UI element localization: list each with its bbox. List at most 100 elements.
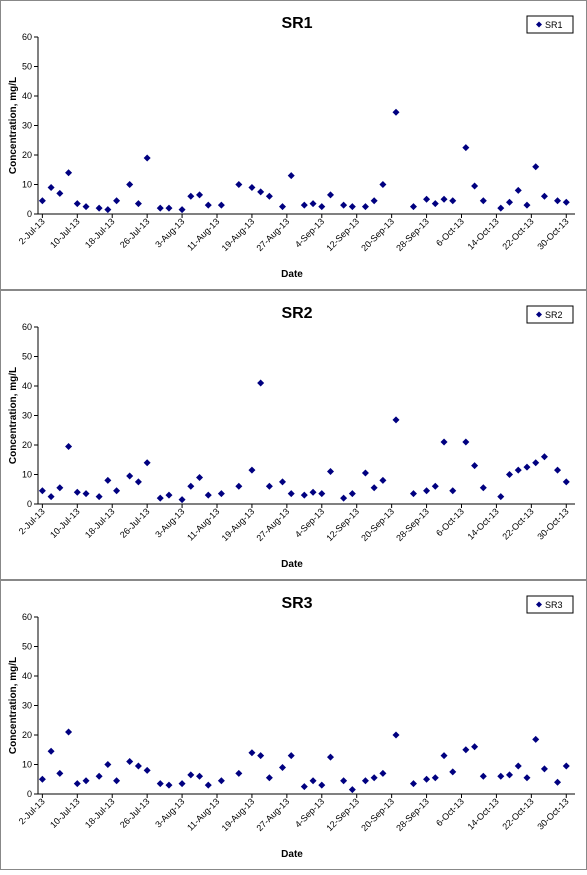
point bbox=[47, 493, 55, 501]
point bbox=[82, 777, 90, 785]
point bbox=[431, 482, 439, 490]
point bbox=[178, 206, 186, 214]
y-tick-label: 50 bbox=[22, 62, 32, 72]
point bbox=[514, 762, 522, 770]
point bbox=[278, 763, 286, 771]
point bbox=[265, 482, 273, 490]
point bbox=[257, 752, 265, 760]
point bbox=[287, 752, 295, 760]
point bbox=[204, 201, 212, 209]
point bbox=[47, 183, 55, 191]
legend-label: SR2 bbox=[545, 310, 563, 320]
y-axis-label: Concentration, mg/L bbox=[8, 657, 19, 754]
point bbox=[514, 466, 522, 474]
point bbox=[156, 494, 164, 502]
point bbox=[392, 731, 400, 739]
legend-label: SR3 bbox=[545, 600, 563, 610]
point bbox=[278, 203, 286, 211]
point bbox=[471, 182, 479, 190]
point bbox=[300, 201, 308, 209]
y-tick-label: 30 bbox=[22, 411, 32, 421]
point bbox=[104, 476, 112, 484]
point bbox=[348, 203, 356, 211]
point bbox=[318, 781, 326, 789]
y-tick-label: 60 bbox=[22, 32, 32, 42]
point bbox=[562, 478, 570, 486]
y-tick-label: 40 bbox=[22, 381, 32, 391]
point bbox=[143, 766, 151, 774]
point bbox=[379, 476, 387, 484]
point bbox=[235, 769, 243, 777]
point bbox=[187, 192, 195, 200]
point bbox=[248, 466, 256, 474]
point bbox=[257, 379, 265, 387]
point bbox=[361, 777, 369, 785]
point bbox=[497, 772, 505, 780]
point bbox=[235, 181, 243, 188]
point bbox=[554, 778, 562, 786]
point bbox=[440, 438, 448, 446]
point bbox=[104, 206, 112, 214]
point bbox=[370, 484, 378, 492]
point bbox=[562, 762, 570, 770]
point bbox=[497, 204, 505, 212]
point bbox=[217, 777, 225, 785]
point bbox=[257, 188, 265, 196]
y-tick-label: 30 bbox=[22, 701, 32, 711]
point bbox=[392, 108, 400, 116]
y-tick-label: 10 bbox=[22, 470, 32, 480]
point bbox=[340, 201, 348, 209]
point bbox=[361, 203, 369, 211]
point bbox=[126, 181, 134, 188]
point bbox=[38, 487, 46, 495]
panel-border bbox=[0, 0, 587, 290]
point bbox=[423, 487, 431, 495]
point bbox=[204, 781, 212, 789]
point bbox=[204, 491, 212, 499]
y-tick-label: 10 bbox=[22, 180, 32, 190]
point bbox=[471, 462, 479, 470]
point bbox=[178, 780, 186, 788]
point bbox=[370, 774, 378, 782]
point bbox=[532, 735, 540, 743]
point bbox=[327, 468, 335, 476]
legend-box bbox=[526, 305, 574, 324]
point bbox=[165, 781, 173, 789]
legend-marker bbox=[536, 21, 542, 28]
y-tick-label: 20 bbox=[22, 440, 32, 450]
point bbox=[554, 197, 562, 205]
point bbox=[217, 201, 225, 209]
point bbox=[309, 488, 317, 496]
point bbox=[340, 494, 348, 502]
point bbox=[235, 482, 243, 490]
point bbox=[56, 484, 64, 492]
point bbox=[479, 484, 487, 492]
point bbox=[471, 743, 479, 751]
point bbox=[126, 758, 134, 766]
point bbox=[73, 488, 81, 496]
point bbox=[327, 753, 335, 761]
point bbox=[65, 169, 73, 177]
point bbox=[340, 777, 348, 785]
point bbox=[104, 761, 112, 768]
point bbox=[73, 780, 81, 788]
point bbox=[523, 774, 531, 782]
point bbox=[440, 195, 448, 203]
point bbox=[431, 200, 439, 208]
point bbox=[318, 203, 326, 211]
y-tick-label: 20 bbox=[22, 150, 32, 160]
point bbox=[379, 181, 387, 188]
point bbox=[134, 200, 142, 208]
y-tick-label: 50 bbox=[22, 642, 32, 652]
panel-border bbox=[0, 290, 587, 580]
y-axis-label: Concentration, mg/L bbox=[8, 367, 19, 464]
x-axis-label: Date bbox=[281, 269, 303, 280]
point bbox=[431, 774, 439, 782]
point bbox=[309, 777, 317, 785]
point bbox=[462, 438, 470, 446]
point bbox=[540, 192, 548, 200]
point bbox=[156, 204, 164, 212]
point bbox=[506, 471, 514, 478]
point bbox=[379, 769, 387, 777]
point bbox=[409, 203, 417, 211]
